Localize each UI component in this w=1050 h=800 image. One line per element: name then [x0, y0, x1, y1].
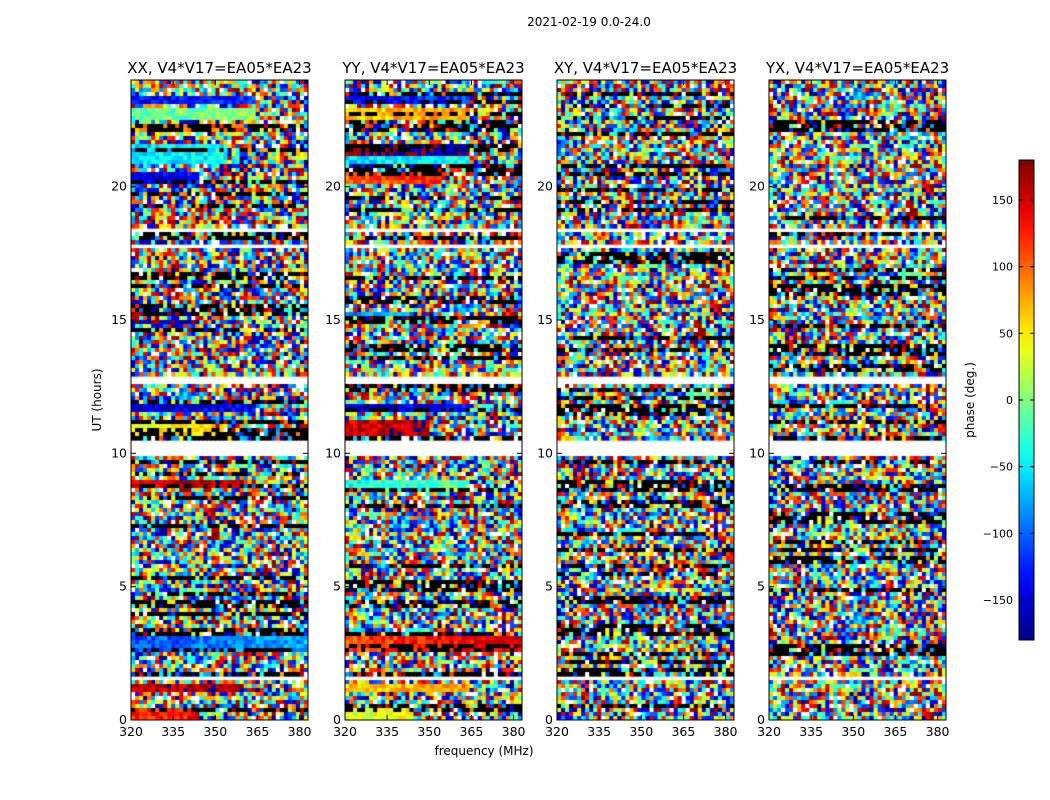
y-tick-label-2-1: 5 — [545, 579, 553, 594]
x-tick-label-3-0: 320 — [757, 724, 781, 739]
panel-2: XY, V4*V17=EA05*EA23 320 335 350 365 380 0 5 10 1… — [537, 59, 737, 739]
x-tick-label-3-1: 335 — [799, 724, 823, 739]
panel-title-1: YY, V4*V17=EA05*EA23 — [341, 59, 524, 77]
x-tick-label-3-3: 365 — [883, 724, 907, 739]
x-tick-label-0-4: 380 — [288, 724, 312, 739]
plot-frame-3 — [768, 79, 947, 721]
x-tick-label-1-2: 350 — [417, 724, 441, 739]
plot-frame-2 — [556, 79, 735, 721]
colorbar-tick-label-1: 100 — [992, 261, 1013, 274]
x-tick-label-0-0: 320 — [119, 724, 143, 739]
phase-image-3 — [769, 80, 946, 720]
x-tick-label-1-1: 335 — [375, 724, 399, 739]
x-tick-label-0-1: 335 — [161, 724, 185, 739]
x-tick-label-1-3: 365 — [459, 724, 483, 739]
plot-frame-0 — [130, 79, 309, 721]
y-tick-label-1-1: 5 — [333, 579, 341, 594]
y-tick-label-2-3: 15 — [537, 312, 553, 327]
y-tick-label-0-1: 5 — [119, 579, 127, 594]
colorbar-tick-label-6: −150 — [983, 594, 1013, 607]
colorbar-tick-label-4: −50 — [990, 461, 1013, 474]
panel-1: YY, V4*V17=EA05*EA23 320 335 350 365 380 0 5 10 1… — [325, 59, 525, 739]
panel-title-2: XY, V4*V17=EA05*EA23 — [554, 59, 737, 77]
panel-title-0: XX, V4*V17=EA05*EA23 — [127, 59, 311, 77]
y-tick-label-0-3: 15 — [111, 312, 127, 327]
y-tick-label-2-4: 20 — [537, 179, 553, 194]
x-tick-label-3-4: 380 — [926, 724, 950, 739]
phase-image-1 — [345, 80, 522, 720]
panels: XX, V4*V17=EA05*EA23 320 335 350 365 380 0 5 10 1… — [111, 59, 949, 739]
panel-title-3: YX, V4*V17=EA05*EA23 — [765, 59, 949, 77]
y-tick-label-1-2: 10 — [325, 445, 341, 460]
y-tick-label-3-4: 20 — [749, 179, 765, 194]
figure-title: 2021-02-19 0.0-24.0 — [527, 15, 651, 29]
x-tick-label-0-2: 350 — [203, 724, 227, 739]
panel-3: YX, V4*V17=EA05*EA23 320 335 350 365 380 0 5 10 1… — [749, 59, 949, 739]
y-tick-label-3-0: 0 — [757, 712, 765, 727]
colorbar-tick-label-0: 150 — [992, 194, 1013, 207]
y-tick-label-3-1: 5 — [757, 579, 765, 594]
x-tick-label-1-0: 320 — [333, 724, 357, 739]
y-tick-label-0-4: 20 — [111, 179, 127, 194]
x-axis-label: frequency (MHz) — [434, 744, 533, 758]
y-tick-label-0-0: 0 — [119, 712, 127, 727]
y-tick-label-3-2: 10 — [749, 445, 765, 460]
panel-0: XX, V4*V17=EA05*EA23 320 335 350 365 380 0 5 10 1… — [111, 59, 312, 739]
y-tick-label-3-3: 15 — [749, 312, 765, 327]
y-tick-label-1-3: 15 — [325, 312, 341, 327]
colorbar-tick-label-3: 0 — [1006, 394, 1013, 407]
x-tick-label-0-3: 365 — [245, 724, 269, 739]
colorbar: 150 100 50 0 −50 −100 −150 — [983, 159, 1035, 641]
y-axis-label: UT (hours) — [90, 368, 104, 431]
colorbar-tick-label-5: −100 — [983, 527, 1013, 540]
x-tick-label-1-4: 380 — [502, 724, 526, 739]
x-tick-label-2-3: 365 — [671, 724, 695, 739]
colorbar-tick-label-2: 50 — [999, 327, 1013, 340]
y-tick-label-0-2: 10 — [111, 445, 127, 460]
y-tick-label-1-0: 0 — [333, 712, 341, 727]
x-tick-label-3-2: 350 — [841, 724, 865, 739]
y-tick-label-2-2: 10 — [537, 445, 553, 460]
phase-image-2 — [557, 80, 734, 720]
x-tick-label-2-2: 350 — [629, 724, 653, 739]
y-tick-label-1-4: 20 — [325, 179, 341, 194]
x-tick-label-2-0: 320 — [545, 724, 569, 739]
plot-frame-1 — [344, 79, 523, 721]
x-tick-label-2-4: 380 — [714, 724, 738, 739]
phase-image-0 — [131, 80, 308, 720]
colorbar-label: phase (deg.) — [963, 362, 977, 438]
y-tick-label-2-0: 0 — [545, 712, 553, 727]
x-tick-label-2-1: 335 — [587, 724, 611, 739]
